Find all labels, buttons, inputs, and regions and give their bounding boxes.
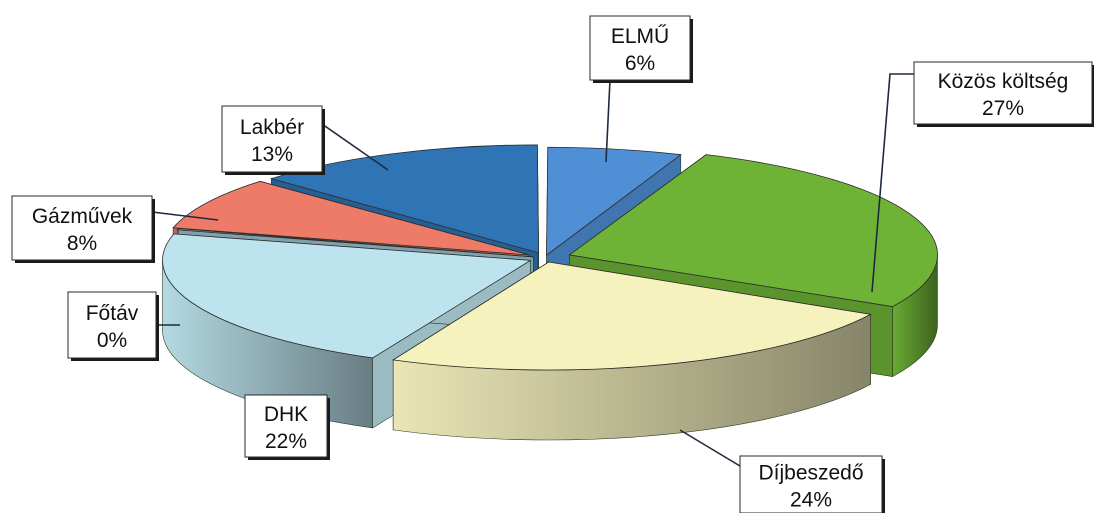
label-box-fotav: [67, 291, 157, 359]
leader-line-elmu: [605, 79, 611, 163]
slice-gazmuvek: [172, 180, 530, 256]
slice-dijbeszedo: [392, 261, 872, 371]
leader-line-gazmuvek: [151, 211, 219, 221]
slice-value-dhk: 22%: [265, 430, 307, 453]
leader-line-lakber: [321, 123, 389, 171]
leader-line-kozos-koltseg: [871, 73, 914, 293]
slice-value-elmu: 6%: [625, 52, 655, 75]
slice-fotav: [176, 228, 534, 258]
slice-dhk: [162, 233, 532, 359]
label-box-elmu: [589, 15, 691, 81]
slice-kozos-koltseg: [568, 154, 938, 308]
slice-elmu: [546, 146, 682, 257]
slice-value-lakber: 13%: [251, 143, 293, 166]
slice-label-elmu: ELMŰ: [611, 25, 669, 48]
slice-label-dhk: DHK: [264, 403, 308, 426]
slice-label-kozos-koltseg: Közös költség: [938, 70, 1069, 93]
slice-value-dijbeszedo: 24%: [790, 489, 832, 512]
label-box-lakber: [221, 105, 323, 173]
label-box-kozos-koltseg: [913, 61, 1093, 125]
slice-label-gazmuvek: Gázművek: [32, 205, 133, 228]
pie-labels: ELMŰ 6% Közös költség 27% Díjbeszedő 24% DHK 22…: [11, 15, 1094, 513]
label-box-dijbeszedo: [739, 455, 883, 513]
pie-tops: [162, 144, 938, 371]
leader-line-dijbeszedo: [679, 429, 741, 467]
label-box-dhk: [244, 394, 328, 458]
slice-value-fotav: 0%: [97, 329, 127, 352]
slice-label-fotav: Főtáv: [86, 302, 139, 325]
label-box-gazmuvek: [11, 195, 153, 261]
slice-label-lakber: Lakbér: [240, 116, 304, 139]
slice-value-gazmuvek: 8%: [67, 232, 97, 255]
slice-label-dijbeszedo: Díjbeszedő: [758, 462, 863, 485]
slice-value-kozos-koltseg: 27%: [982, 97, 1024, 120]
